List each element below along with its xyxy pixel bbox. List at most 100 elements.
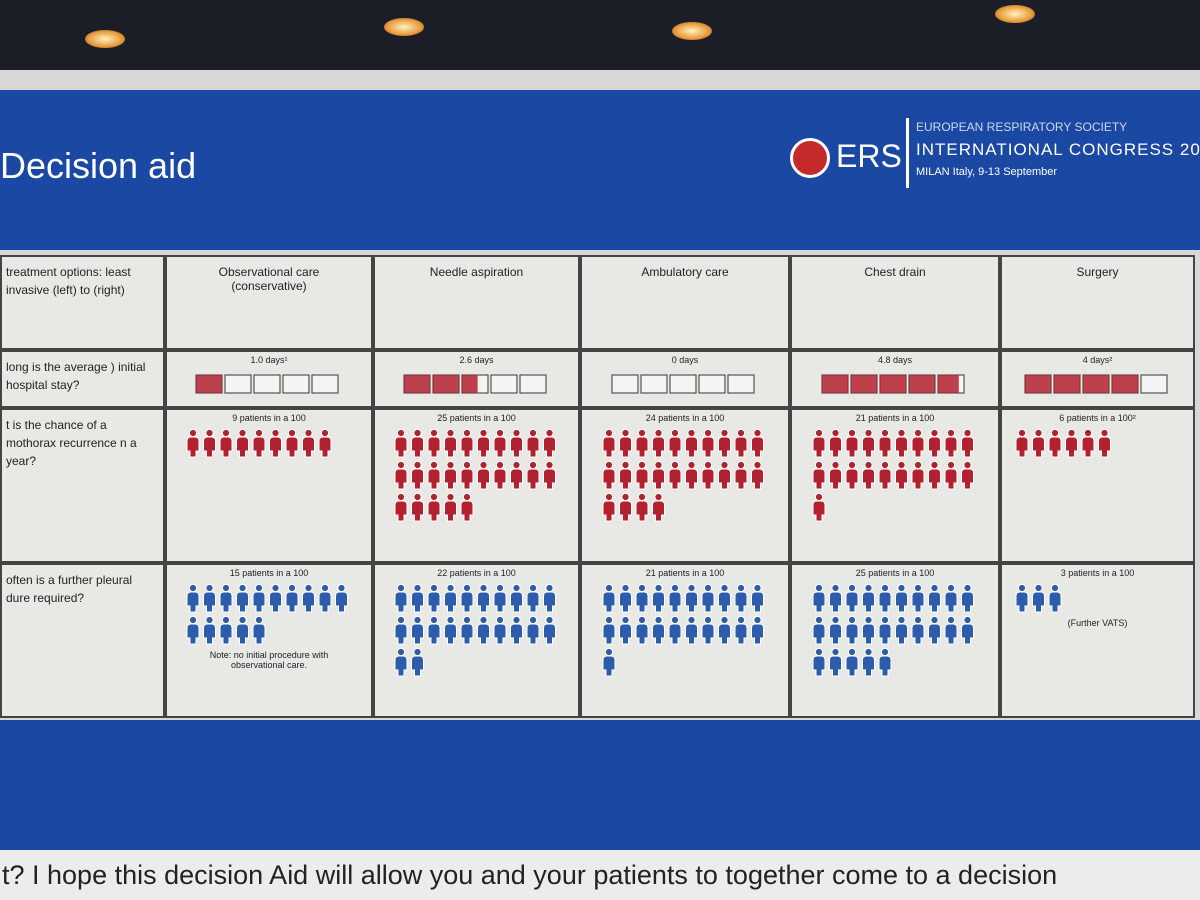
procedure-cell: 25 patients in a 100 [790,563,1000,718]
procedure-label: 15 patients in a 100 [229,568,309,578]
person-icon [203,428,216,458]
icon-head [412,615,422,625]
icon-body [944,468,958,490]
icon-head [654,615,663,625]
person-icon [895,428,908,458]
slide-title: Decision aid [0,145,197,186]
icon-array [602,428,764,522]
person-icon [252,583,266,613]
person-icon [812,492,826,522]
person-icon [862,428,875,458]
person-icon [619,428,632,458]
icon-body [944,436,958,458]
icon-head [670,460,680,470]
person-icon [751,615,764,645]
person-icon [878,615,892,645]
icon-body [460,591,473,613]
bed-fill [1053,375,1080,393]
icon-head [670,615,680,625]
ceiling-light [672,22,712,40]
person-icon [443,460,457,490]
icon-head [847,647,857,657]
person-icon [602,647,616,677]
person-icon [394,460,407,490]
icon-head [621,492,630,502]
icon-head [1033,583,1043,593]
icon-head [637,460,647,470]
bed-fill [196,375,222,393]
icon-body [476,468,490,490]
icon-head [544,583,554,593]
person-icon [526,583,539,613]
person-icon [1081,428,1094,458]
icon-head [1033,428,1043,438]
person-icon [961,428,974,458]
icon-head [847,615,857,625]
person-icon [427,492,440,522]
bed-fill [1111,375,1138,393]
icon-body [701,436,715,458]
person-icon [928,428,941,458]
icon-body [829,468,842,490]
icon-body [410,500,424,522]
person-icon [619,583,632,613]
person-icon [701,583,715,613]
icon-head [462,460,471,470]
person-icon [685,428,698,458]
person-icon [542,615,556,645]
icon-head [831,615,840,625]
person-icon [410,583,424,613]
person-icon [410,615,424,645]
person-icon [668,615,682,645]
person-icon [911,428,925,458]
bed [282,374,310,394]
icon-head [946,583,956,593]
icon-head [831,460,840,470]
icon-head [654,428,663,438]
icon-body [961,436,974,458]
icon-body [394,655,407,677]
person-icon [701,460,715,490]
icon-head [963,460,972,470]
person-icon [928,615,941,645]
icon-body [829,655,842,677]
icon-head [320,583,330,593]
icon-head [753,583,762,593]
person-icon [460,583,473,613]
icon-body [619,623,632,645]
row-header: long is the average ) initial hospital s… [0,350,165,408]
icon-head [1017,428,1026,438]
venue: MILAN Italy, 9-13 September [916,166,1058,178]
icon-head [736,583,746,593]
icon-body [652,623,665,645]
icon-head [604,428,614,438]
person-icon [812,615,826,645]
icon-body [186,623,200,645]
icon-body [509,436,523,458]
stay-cell: 4.8 days [790,350,1000,408]
person-icon [652,583,665,613]
icon-head [238,615,247,625]
icon-body [718,591,731,613]
icon-head [736,615,746,625]
bed [727,374,755,394]
person-icon [734,428,748,458]
person-icon [509,460,523,490]
icon-head [963,615,972,625]
icon-head [287,583,297,593]
person-icon [427,460,440,490]
icon-body [734,591,748,613]
icon-head [412,583,422,593]
icon-head [753,460,762,470]
recurrence-cell: 21 patients in a 100 [790,408,1000,563]
person-icon [635,492,649,522]
icon-body [427,591,440,613]
person-icon [476,460,490,490]
icon-body [460,436,473,458]
icon-head [963,428,972,438]
icon-head [930,583,939,593]
icon-head [511,615,521,625]
icon-body [302,436,315,458]
icon-head [946,428,956,438]
person-icon [1064,428,1078,458]
